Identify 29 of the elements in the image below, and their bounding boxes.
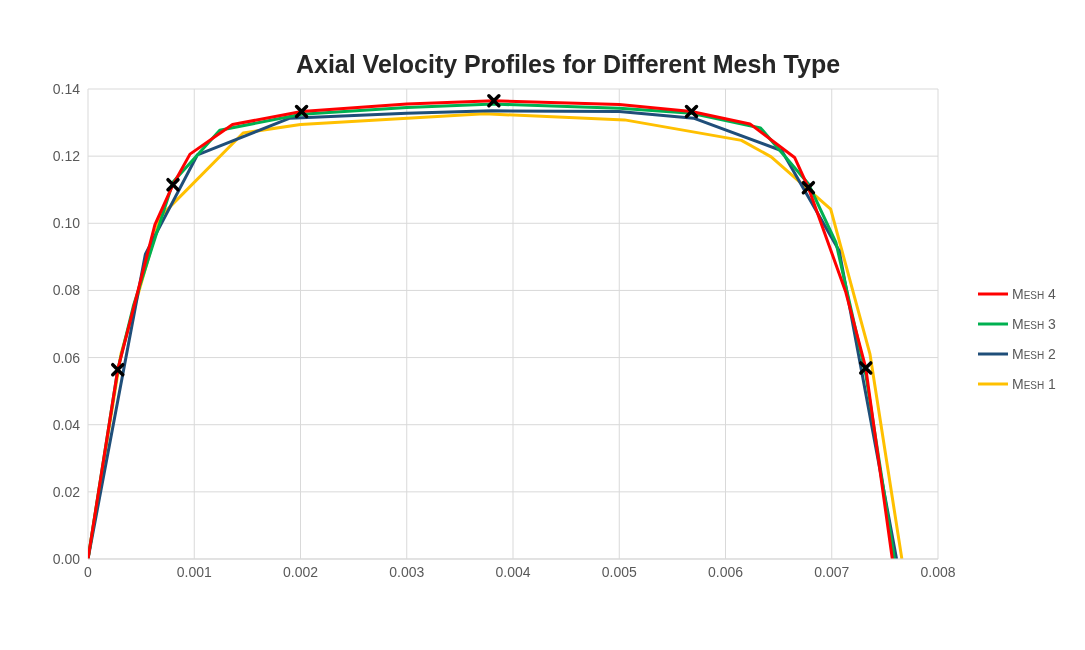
x-tick-label: 0.008 [920, 563, 956, 580]
y-tick-label: 0.04 [52, 416, 81, 433]
point [487, 94, 501, 108]
y-tick-label: 0.08 [52, 282, 81, 299]
point [111, 362, 125, 377]
y-tick-label: 0.12 [52, 148, 81, 165]
y-tick-label: 0.14 [52, 80, 81, 97]
x-tick-label: 0.006 [707, 563, 744, 580]
x-tick-label: 0.001 [176, 563, 212, 580]
point [166, 177, 180, 192]
point [801, 180, 816, 195]
x-tick-label: 0.002 [282, 563, 319, 580]
x-tick-label: 0.004 [495, 563, 531, 580]
point [684, 104, 699, 119]
x-tick-label: 0.005 [601, 563, 637, 580]
point [294, 104, 309, 119]
legend-label: Mesh 1 [1012, 376, 1056, 392]
chart-title: Axial Velocity Profiles for Different Mesh Type [294, 50, 842, 79]
legend-label: Mesh 3 [1012, 316, 1056, 332]
y-tick-label: 0.00 [52, 550, 81, 567]
y-tick-label: 0.06 [52, 349, 81, 366]
x-tick-label: 0.003 [389, 563, 425, 580]
x-tick-label: 0 [84, 563, 93, 580]
point [859, 361, 873, 375]
legend-label: Mesh 4 [1012, 286, 1056, 302]
x-tick-label: 0.007 [814, 563, 850, 580]
y-tick-label: 0.10 [52, 215, 81, 232]
y-tick-label: 0.02 [52, 483, 81, 500]
legend-label: Mesh 2 [1012, 346, 1056, 362]
